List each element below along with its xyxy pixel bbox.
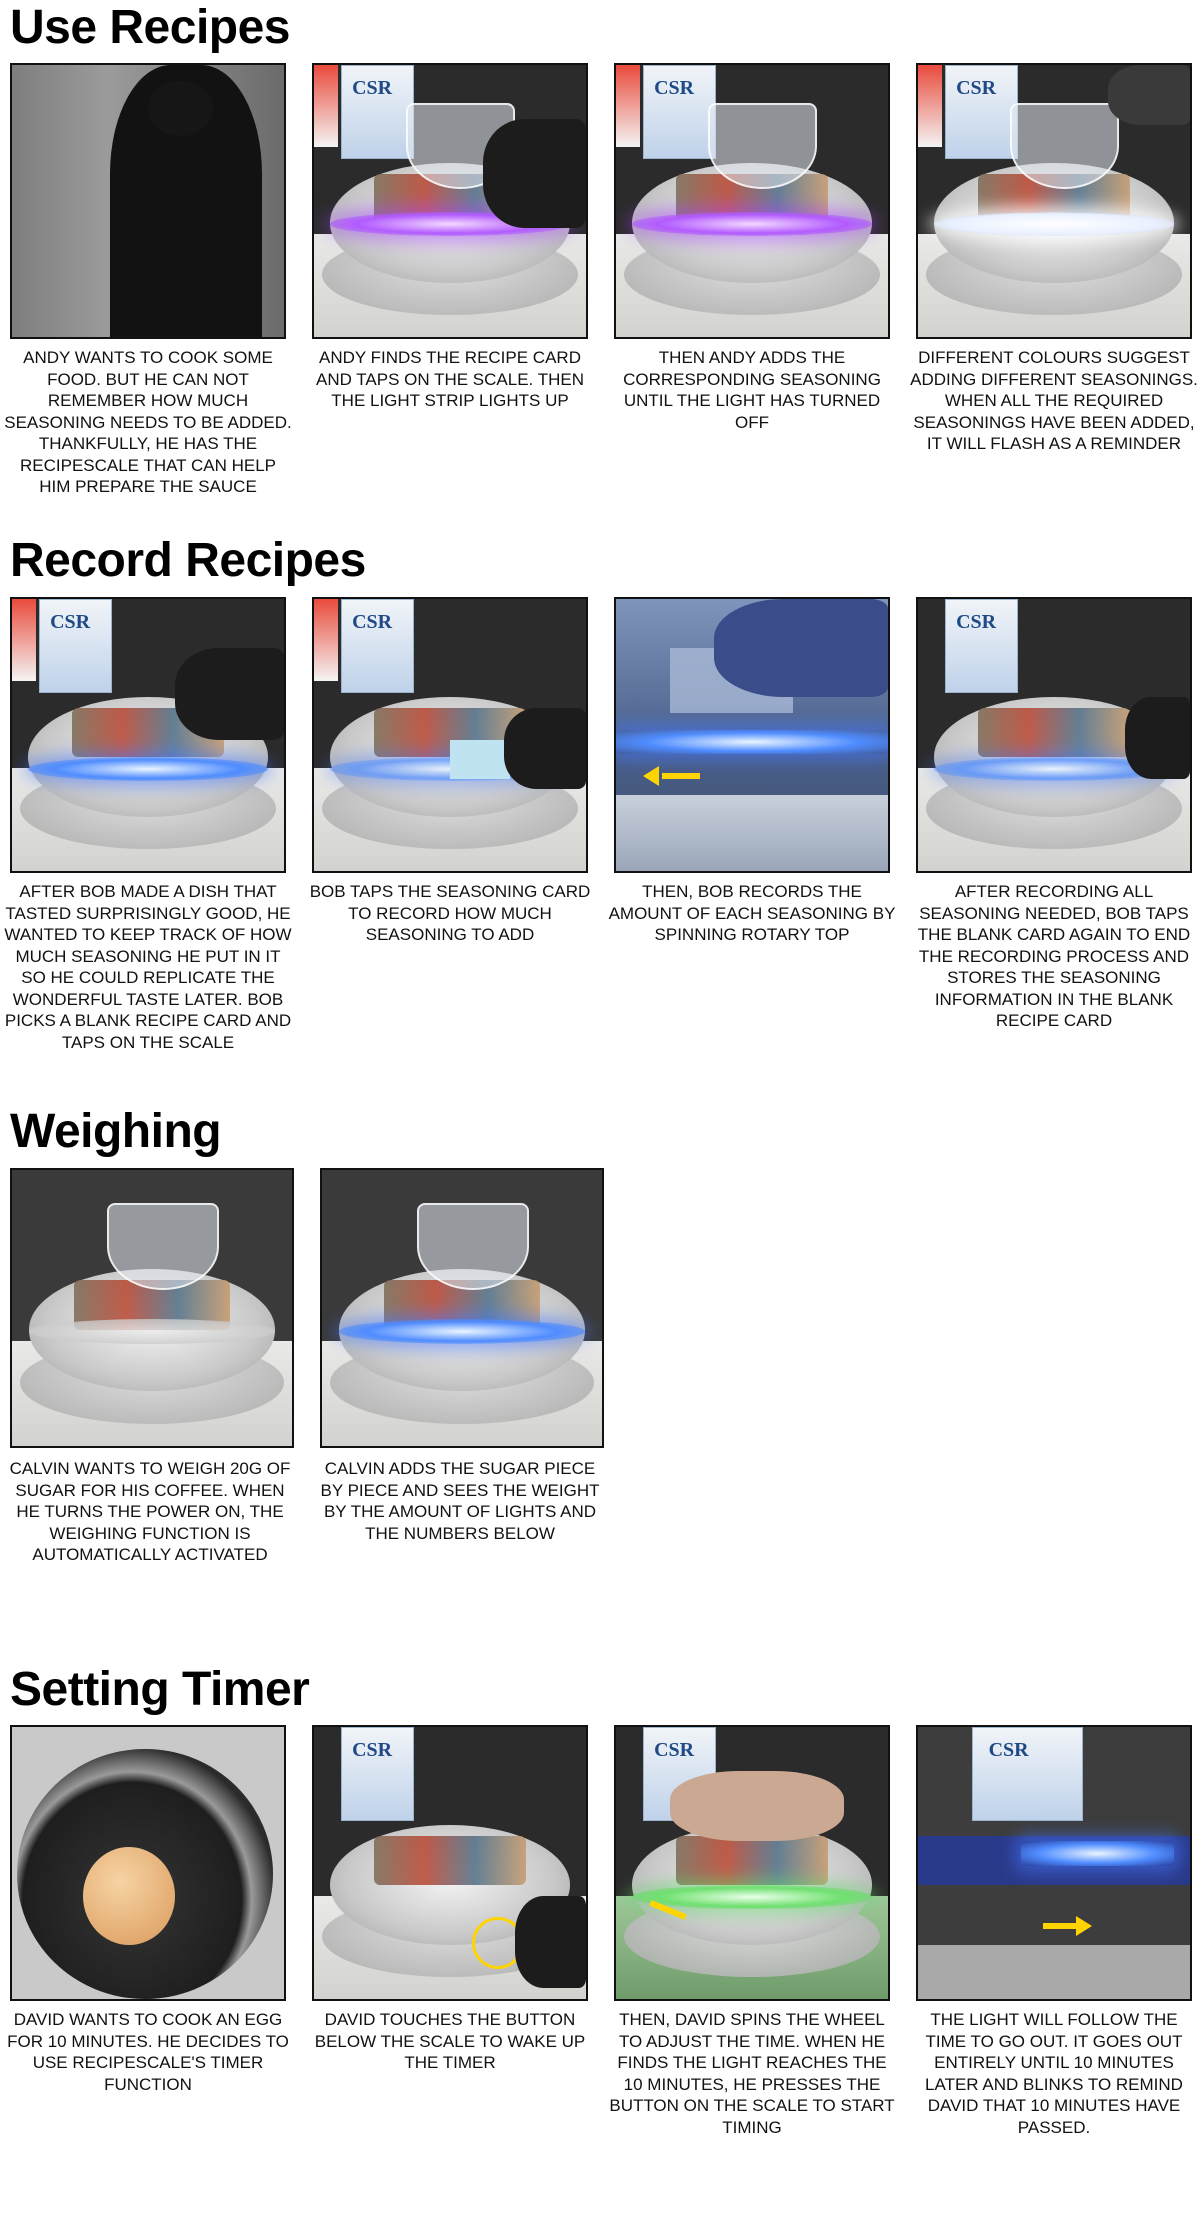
caption: ANDY WANTS TO COOK SOME FOOD. BUT HE CAN… (4, 348, 292, 496)
caption: BOB TAPS THE SEASONING CARD TO RECORD HO… (309, 882, 591, 944)
section-title-weighing: Weighing (10, 1105, 222, 1158)
section-title-setting-timer: Setting Timer (10, 1663, 310, 1716)
photo-scale-blue-light-card: CSR (10, 597, 286, 873)
section-title-record-recipes: Record Recipes (10, 534, 366, 587)
csr-box-label: CSR (654, 1739, 695, 1762)
photo-scale-seasoning-card: CSR (312, 597, 588, 873)
csr-box-label: CSR (956, 77, 997, 100)
caption: THEN ANDY ADDS THE CORRESPONDING SEASONI… (623, 348, 881, 432)
caption: DIFFERENT COLOURS SUGGEST ADDING DIFFERE… (910, 348, 1198, 453)
caption: THEN, BOB RECORDS THE AMOUNT OF EACH SEA… (608, 882, 896, 944)
caption: DAVID WANTS TO COOK AN EGG FOR 10 MINUTE… (7, 2010, 289, 2094)
photo-scale-white-light: CSR (916, 63, 1192, 339)
photo-rotary-blue-light (614, 597, 890, 873)
section-title-use-recipes: Use Recipes (10, 1, 291, 54)
photo-scale-green-light: CSR (614, 1725, 890, 2001)
photo-scale-button-touch: CSR (312, 1725, 588, 2001)
csr-box-label: CSR (352, 611, 393, 634)
photo-scale-bowl-weighing (10, 1168, 294, 1448)
caption: ANDY FINDS THE RECIPE CARD AND TAPS ON T… (316, 348, 584, 410)
photo-scale-purple-light: CSR (312, 63, 588, 339)
photo-scale-purple-light-bowl: CSR (614, 63, 890, 339)
caption: DAVID TOUCHES THE BUTTON BELOW THE SCALE… (314, 2010, 586, 2072)
photo-scale-blank-card: CSR (916, 597, 1192, 873)
caption: THE LIGHT WILL FOLLOW THE TIME TO GO OUT… (925, 2010, 1183, 2137)
caption: AFTER BOB MADE A DISH THAT TASTED SURPRI… (4, 882, 292, 1052)
photo-person-thinking (10, 63, 286, 339)
csr-box-label: CSR (50, 611, 91, 634)
caption: AFTER RECORDING ALL SEASONING NEEDED, BO… (917, 882, 1191, 1030)
photo-egg-in-pot (10, 1725, 286, 2001)
caption: CALVIN WANTS TO WEIGH 20G OF SUGAR FOR H… (9, 1459, 291, 1564)
csr-box-label: CSR (352, 1739, 393, 1762)
photo-scale-timer-blue-light: CSR (916, 1725, 1192, 2001)
csr-box-label: CSR (654, 77, 695, 100)
csr-box-label: CSR (956, 611, 997, 634)
caption: CALVIN ADDS THE SUGAR PIECE BY PIECE AND… (320, 1459, 600, 1543)
photo-scale-bowl-blue-light (320, 1168, 604, 1448)
csr-box-label: CSR (988, 1739, 1029, 1762)
arrow-left-icon (662, 773, 701, 780)
arrow-right-icon (1043, 1922, 1076, 1929)
caption: THEN, DAVID SPINS THE WHEEL TO ADJUST TH… (609, 2010, 895, 2137)
egg-icon (82, 1846, 176, 1945)
csr-box-label: CSR (352, 77, 393, 100)
